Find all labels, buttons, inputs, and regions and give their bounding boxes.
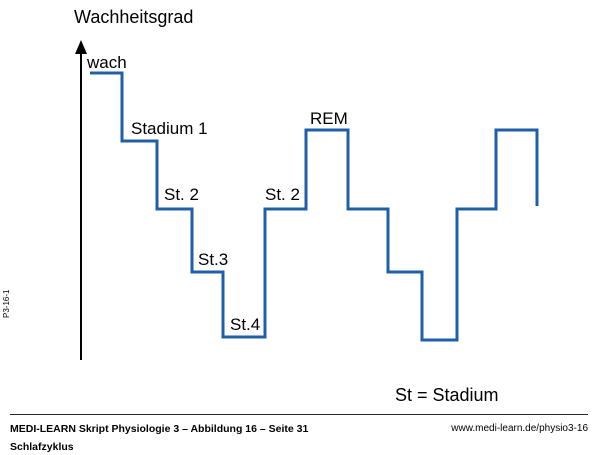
stage-label-wach: wach (86, 53, 127, 72)
sleep-stage-line (90, 71, 539, 342)
legend-text: St = Stadium (395, 385, 499, 405)
stage-label-st-2-second: St. 2 (265, 185, 300, 204)
footer-title: MEDI-LEARN Skript Physiologie 3 – Abbild… (10, 423, 309, 435)
side-code: P3-16-1 (2, 289, 11, 318)
footer-url: www.medi-learn.de/physio3-16 (451, 423, 588, 434)
y-axis-arrow-icon (75, 40, 87, 54)
stage-label-st-4: St.4 (230, 315, 260, 334)
y-axis-label: Wachheitsgrad (74, 7, 193, 27)
footer-divider (10, 414, 588, 415)
stage-label-st-3: St.3 (198, 250, 228, 269)
stage-label-stadium-1: Stadium 1 (131, 119, 208, 138)
footer-subtitle: Schlafzyklus (10, 441, 74, 453)
stage-label-st-2-first: St. 2 (164, 185, 199, 204)
stage-label-rem: REM (310, 109, 348, 128)
